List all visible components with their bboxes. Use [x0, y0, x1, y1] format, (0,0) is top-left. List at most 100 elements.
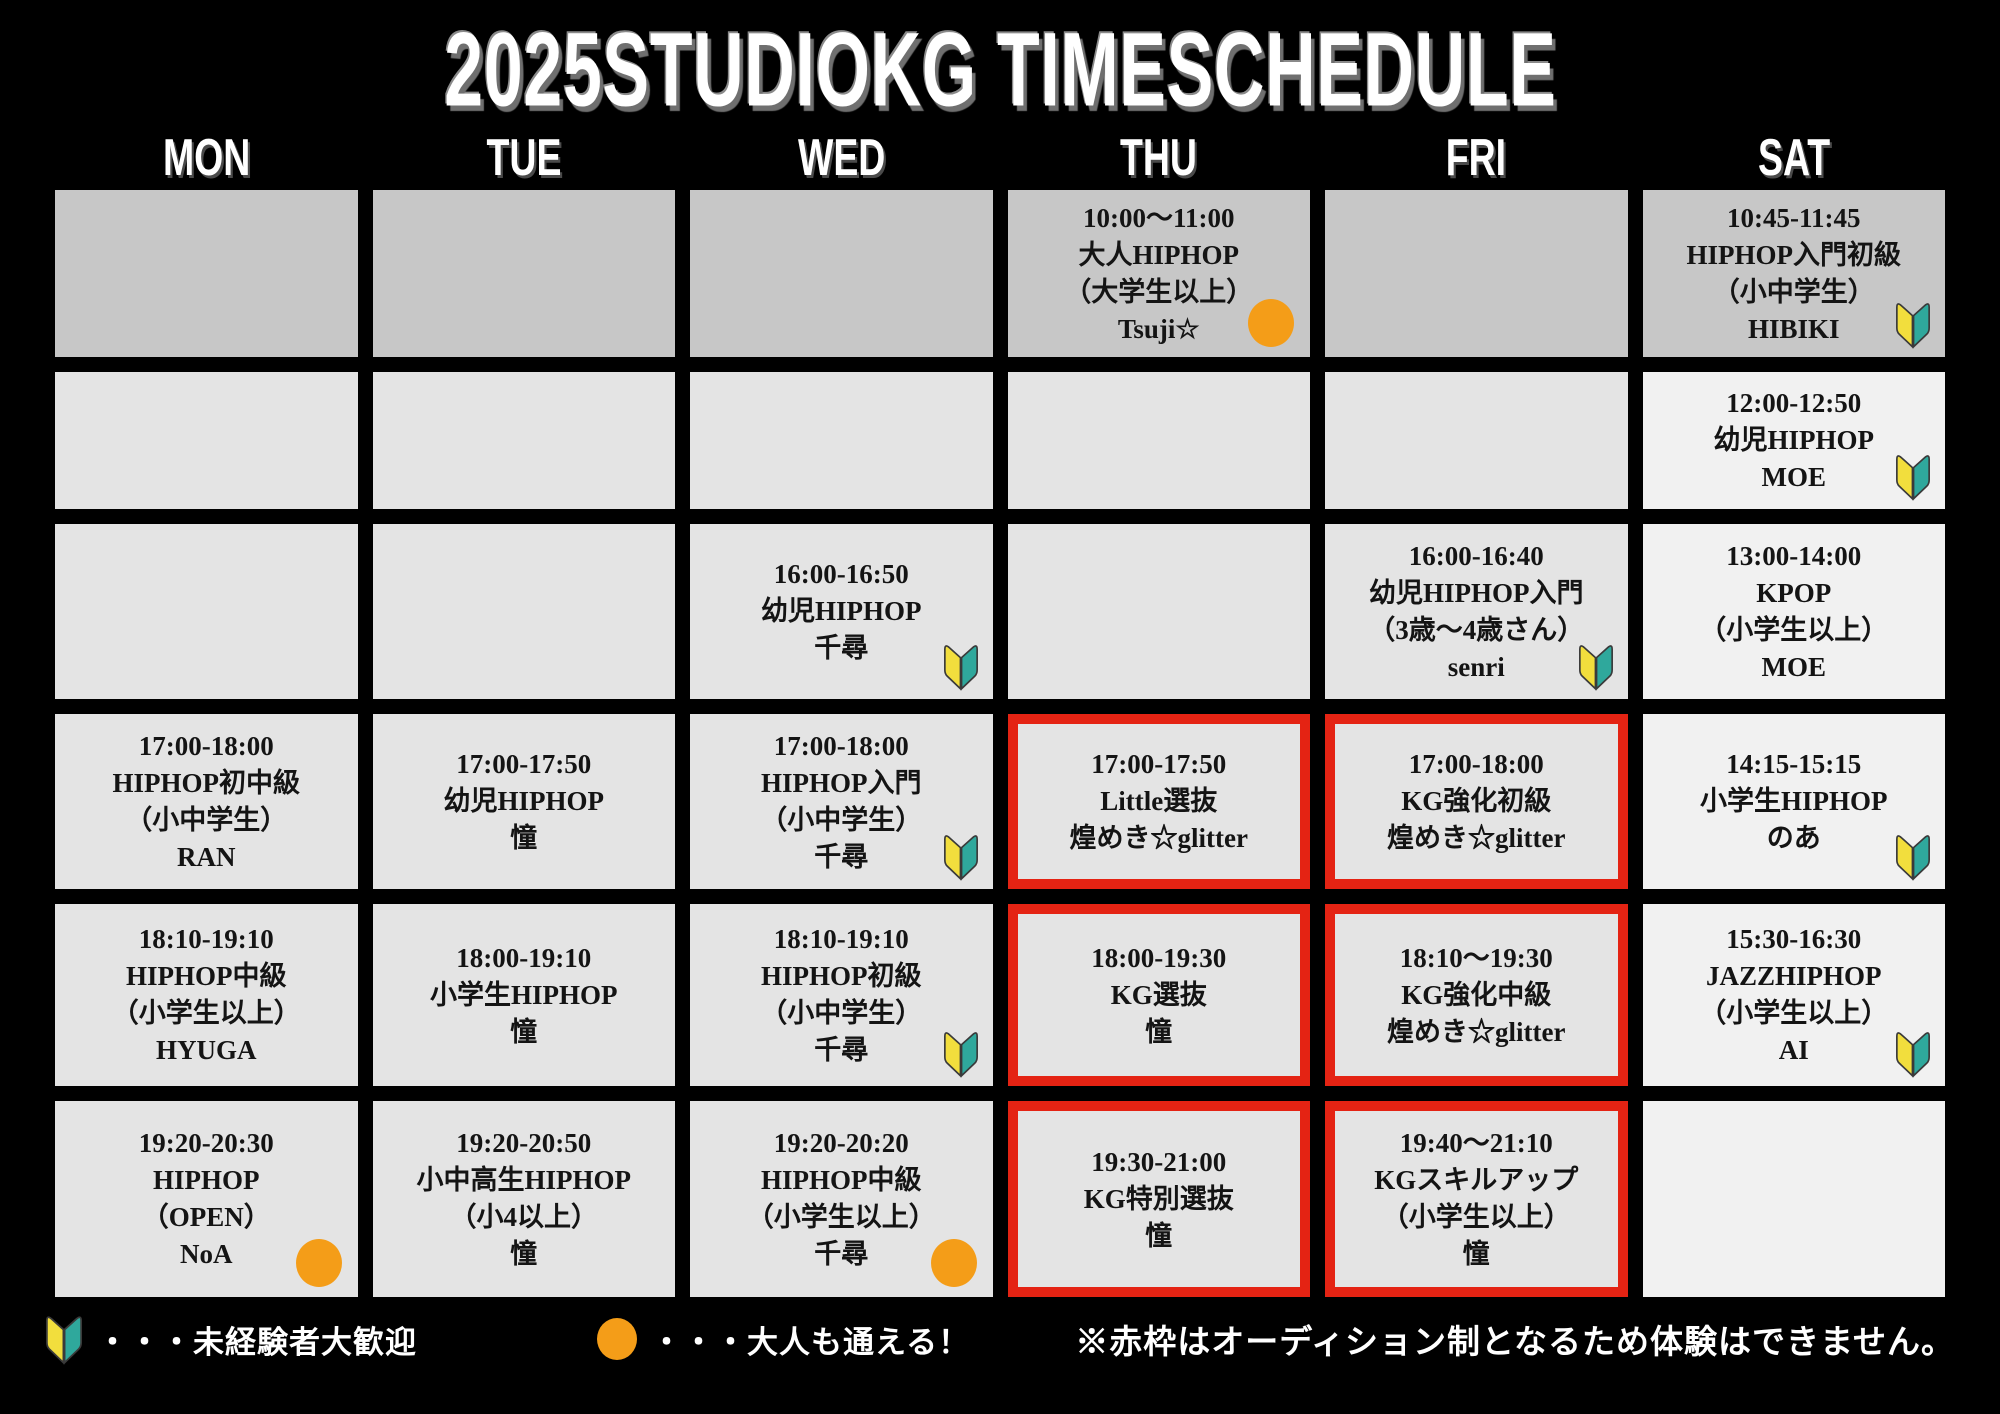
- class-info-line: 憧: [1145, 1016, 1173, 1047]
- class-info: 18:10～19:30 KG強化中級 煌めき☆glitter: [1387, 940, 1565, 1051]
- empty-cell: [372, 524, 675, 699]
- day-header-row: MON TUE WED THU FRI SAT: [55, 128, 1946, 188]
- class-cell: 17:00-18:00 HIPHOP入門 （小中学生） 千尋: [690, 714, 993, 889]
- class-info: 18:00-19:10 小学生HIPHOP 憧: [430, 940, 618, 1051]
- class-info-line: KPOP: [1756, 577, 1832, 608]
- class-info-line: 10:00～11:00: [1083, 202, 1235, 233]
- day-header-sat: SAT: [1643, 128, 1946, 188]
- class-info-line: RAN: [177, 841, 236, 872]
- class-cell: 19:20-20:20 HIPHOP中級 （小学生以上） 千尋: [690, 1101, 993, 1297]
- class-info-line: senri: [1447, 651, 1505, 682]
- class-info-line: （OPEN）: [141, 1202, 271, 1232]
- class-cell: 16:00-16:50 幼児HIPHOP 千尋: [690, 524, 993, 699]
- legend-beginner-label: ・・・未経験者大歓迎: [97, 1324, 417, 1360]
- class-info-line: 16:00-16:50: [773, 559, 909, 589]
- class-info-line: HIPHOP中級: [761, 1165, 922, 1195]
- class-info-line: 大人HIPHOP: [1078, 239, 1240, 270]
- class-info: 17:00-18:00 KG強化初級 煌めき☆glitter: [1387, 746, 1565, 857]
- legend-adult: ・・・大人も通える！: [597, 1317, 970, 1362]
- class-info-line: NoA: [179, 1239, 233, 1269]
- day-header-thu: THU: [1008, 128, 1311, 188]
- class-info-line: 小中高生HIPHOP: [416, 1165, 632, 1195]
- class-info-line: 19:20-20:20: [773, 1128, 909, 1158]
- class-info-line: （小中学生）: [125, 804, 288, 835]
- class-cell: 10:00～11:00 大人HIPHOP （大学生以上） Tsuji☆: [1007, 190, 1310, 357]
- class-cell: 17:00-18:00 HIPHOP初中級 （小中学生） RAN: [55, 714, 358, 889]
- class-info-line: AI: [1778, 1035, 1809, 1065]
- class-cell-audition: 19:40～21:10 KGスキルアップ （小学生以上） 憧: [1325, 1101, 1628, 1297]
- class-info-line: MOE: [1761, 651, 1827, 682]
- class-info-line: HYUGA: [156, 1035, 257, 1065]
- class-info-line: 18:10～19:30: [1399, 942, 1553, 973]
- class-cell-audition: 19:30-21:00 KG特別選抜憧: [1007, 1101, 1310, 1297]
- class-info-line: 15:30-16:30: [1726, 924, 1862, 954]
- class-info-line: HIPHOP: [152, 1165, 260, 1195]
- empty-cell: [55, 190, 358, 357]
- empty-cell: [1007, 524, 1310, 699]
- beginner-icon: [943, 645, 978, 691]
- adult-circle-icon: [295, 1239, 342, 1287]
- class-info-line: 憧: [1145, 1220, 1173, 1251]
- class-info: 17:00-17:50 幼児HIPHOP 憧: [444, 746, 605, 857]
- class-info-line: 幼児HIPHOP: [443, 786, 605, 816]
- class-cell: 19:20-20:30 HIPHOP （OPEN） NoA: [55, 1101, 358, 1297]
- class-info-line: 幼児HIPHOP: [1713, 425, 1875, 455]
- class-info-line: （3歳～4歳さん）: [1368, 614, 1585, 645]
- adult-circle-icon: [930, 1239, 977, 1287]
- page-title: 2025STUDIOKG TIMESCHEDULE: [0, 0, 2000, 129]
- class-info-line: Tsuji☆: [1117, 313, 1200, 344]
- class-info-line: 19:20-20:30: [138, 1128, 274, 1158]
- class-info: 19:40～21:10 KGスキルアップ （小学生以上） 憧: [1374, 1125, 1578, 1273]
- class-info: 13:00-14:00 KPOP （小学生以上） MOE: [1699, 538, 1888, 686]
- class-info: 19:20-20:30 HIPHOP （OPEN） NoA: [139, 1125, 274, 1273]
- class-info: 18:10-19:10 HIPHOP中級 （小学生以上） HYUGA: [112, 921, 301, 1069]
- beginner-icon: [1578, 645, 1613, 691]
- class-info-line: 憧: [510, 1016, 538, 1047]
- class-info: 17:00-18:00 HIPHOP入門 （小中学生） 千尋: [760, 728, 922, 876]
- class-info-line: HIPHOP初中級: [112, 767, 301, 798]
- class-info-line: KG強化中級: [1401, 979, 1552, 1010]
- class-info-line: 18:00-19:30: [1091, 942, 1227, 973]
- class-info-line: Little選抜: [1100, 786, 1218, 816]
- class-info-line: MOE: [1761, 462, 1827, 492]
- beginner-icon: [943, 835, 978, 881]
- class-cell: 10:45-11:45 HIPHOP入門初級 （小中学生） HIBIKI: [1642, 190, 1945, 357]
- class-cell: 17:00-17:50 幼児HIPHOP 憧: [372, 714, 675, 889]
- empty-cell: [690, 190, 993, 357]
- class-cell: 18:10-19:10 HIPHOP初級 （小中学生） 千尋: [690, 904, 993, 1086]
- class-info: 19:20-20:50 小中高生HIPHOP （小4以上） 憧: [417, 1125, 632, 1273]
- class-cell: 16:00-16:40 幼児HIPHOP入門 （3歳～4歳さん） senri: [1325, 524, 1628, 699]
- class-info-line: KG選抜: [1110, 979, 1207, 1010]
- class-info-line: （小学生以上）: [1381, 1202, 1571, 1232]
- class-info-line: 煌めき☆glitter: [1387, 823, 1566, 853]
- class-info-line: （小学生以上）: [1699, 998, 1889, 1028]
- adult-circle-icon: [597, 1318, 637, 1360]
- class-info-line: JAZZHIPHOP: [1705, 961, 1882, 991]
- legend-beginner: ・・・未経験者大歓迎: [45, 1313, 417, 1365]
- class-info-line: 17:00-18:00: [138, 730, 274, 761]
- class-info-line: 10:45-11:45: [1727, 202, 1861, 233]
- class-cell: 18:10-19:10 HIPHOP中級 （小学生以上） HYUGA: [55, 904, 358, 1086]
- class-info-line: 幼児HIPHOP: [761, 596, 922, 626]
- class-info: 18:10-19:10 HIPHOP初級 （小中学生） 千尋: [760, 921, 922, 1069]
- class-info-line: （小4以上）: [449, 1202, 599, 1232]
- class-info: 16:00-16:50 幼児HIPHOP 千尋: [761, 556, 922, 667]
- class-info: 18:00-19:30 KG選抜憧: [1091, 940, 1226, 1051]
- empty-cell: [55, 372, 358, 509]
- class-info: 10:00～11:00 大人HIPHOP （大学生以上） Tsuji☆: [1064, 200, 1253, 348]
- class-info-line: 千尋: [814, 1239, 869, 1269]
- legend-adult-label: ・・・大人も通える！: [651, 1324, 971, 1360]
- class-info: 19:20-20:20 HIPHOP中級 （小学生以上） 千尋: [747, 1125, 936, 1273]
- class-info-line: HIBIKI: [1747, 313, 1840, 344]
- class-info-line: （小中学生）: [1712, 276, 1875, 307]
- beginner-icon: [943, 1032, 978, 1078]
- class-info-line: 18:10-19:10: [138, 924, 274, 954]
- beginner-icon: [1896, 303, 1930, 349]
- class-info: 12:00-12:50 幼児HIPHOP MOE: [1714, 385, 1875, 496]
- beginner-icon: [1896, 1032, 1930, 1078]
- class-info-line: 憧: [510, 823, 538, 853]
- class-cell: 18:00-19:10 小学生HIPHOP 憧: [372, 904, 675, 1086]
- class-info-line: （小学生以上）: [111, 998, 301, 1028]
- class-info-line: （小学生以上）: [746, 1202, 936, 1232]
